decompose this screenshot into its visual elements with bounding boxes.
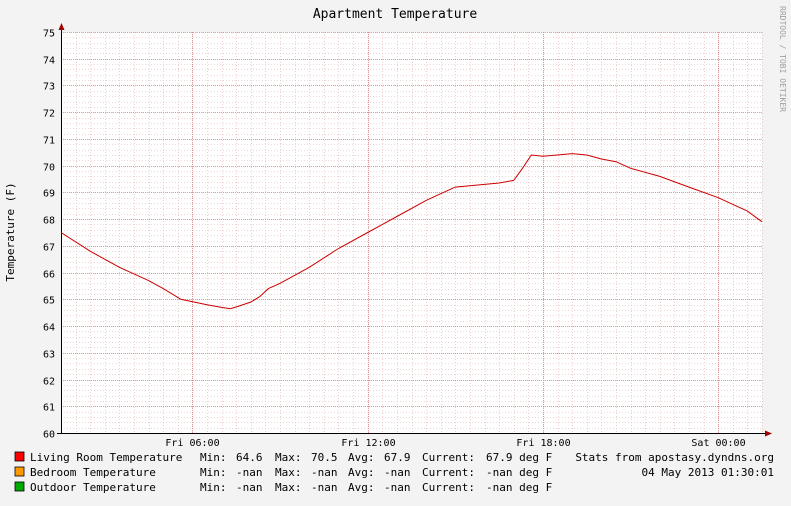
legend-max-value: -nan (311, 466, 338, 479)
y-tick-label: 60 (43, 430, 55, 441)
legend-current-value: 67.9 deg F (486, 451, 552, 464)
axes (57, 23, 772, 437)
legend-series-name: Outdoor Temperature (30, 481, 156, 494)
legend-min-label: Min: (200, 466, 227, 479)
legend-swatch (14, 481, 25, 492)
legend-min-value: -nan (236, 466, 263, 479)
plot-area (61, 32, 762, 433)
chart-title: Apartment Temperature (313, 7, 478, 22)
legend-current-value: -nan deg F (486, 466, 552, 479)
x-tick-label: Sat 00:00 (691, 438, 745, 449)
legend-min-label: Min: (200, 481, 227, 494)
y-axis-label: Temperature (F) (4, 182, 17, 281)
legend-avg-label: Avg: (348, 481, 375, 494)
x-tick-label: Fri 18:00 (516, 438, 570, 449)
y-tick-label: 70 (43, 163, 55, 174)
y-tick-label: 69 (43, 189, 55, 200)
x-tick-labels: Fri 06:00 Fri 12:00 Fri 18:00 Sat 00:00 (165, 438, 745, 449)
watermark: RRDTOOL / TOBI OETIKER (778, 6, 787, 112)
series-group (60, 153, 763, 310)
legend-avg-label: Avg: (348, 451, 375, 464)
legend: Living Room Temperature Min: 64.6 Max: 70.5 A… (14, 451, 552, 494)
x-axis-arrow (765, 430, 772, 437)
legend-swatch (14, 451, 25, 462)
footer-source: Stats from apostasy.dyndns.org (575, 451, 774, 464)
legend-avg-value: -nan (384, 481, 411, 494)
y-tick-label: 73 (43, 82, 55, 93)
y-tick-label: 68 (43, 216, 55, 227)
grid (61, 32, 763, 434)
legend-series-name: Living Room Temperature (30, 451, 182, 464)
legend-min-label: Min: (200, 451, 227, 464)
y-tick-label: 74 (43, 56, 55, 67)
legend-max-value: 70.5 (311, 451, 338, 464)
legend-current-label: Current: (422, 481, 475, 494)
y-tick-label: 64 (43, 323, 55, 334)
legend-avg-value: -nan (384, 466, 411, 479)
y-axis-arrow (58, 23, 65, 30)
legend-series-name: Bedroom Temperature (30, 466, 156, 479)
legend-min-value: 64.6 (236, 451, 263, 464)
legend-max-label: Max: (275, 466, 302, 479)
y-tick-label: 62 (43, 377, 55, 388)
legend-avg-value: 67.9 (384, 451, 411, 464)
y-tick-label: 63 (43, 350, 55, 361)
x-tick-label: Fri 12:00 (341, 438, 395, 449)
y-tick-labels: 60 61 62 63 64 65 66 67 68 69 70 71 72 73 74 75 (43, 29, 55, 441)
y-tick-label: 61 (43, 403, 55, 414)
legend-max-label: Max: (275, 481, 302, 494)
series-line-living-room (60, 153, 763, 310)
legend-max-value: -nan (311, 481, 338, 494)
legend-min-value: -nan (236, 481, 263, 494)
legend-current-label: Current: (422, 451, 475, 464)
x-tick-label: Fri 06:00 (165, 438, 219, 449)
legend-max-label: Max: (275, 451, 302, 464)
y-tick-label: 65 (43, 296, 55, 307)
y-tick-label: 67 (43, 243, 55, 254)
legend-current-label: Current: (422, 466, 475, 479)
footer-date: 04 May 2013 01:30:01 (642, 466, 774, 479)
legend-current-value: -nan deg F (486, 481, 552, 494)
y-tick-label: 66 (43, 270, 55, 281)
legend-swatch (14, 466, 25, 477)
y-tick-label: 72 (43, 109, 55, 120)
y-tick-label: 71 (43, 136, 55, 147)
y-tick-label: 75 (43, 29, 55, 40)
legend-avg-label: Avg: (348, 466, 375, 479)
